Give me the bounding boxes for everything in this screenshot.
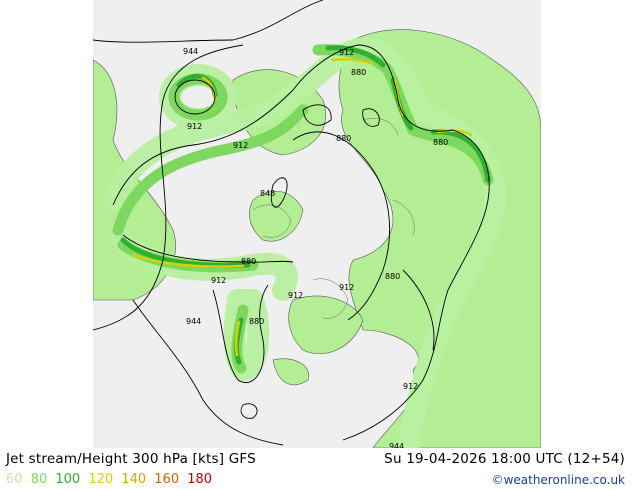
contour-label: 912	[339, 48, 354, 57]
contour-label: 880	[385, 272, 400, 281]
valid-datetime: Su 19-04-2026 18:00 UTC (12+54)	[384, 451, 625, 467]
contour-label: 912	[403, 382, 418, 391]
contour-label: 912	[187, 122, 202, 131]
legend-item-140: 140	[121, 472, 147, 487]
contour-label: 880	[433, 138, 448, 147]
legend-item-80: 80	[30, 472, 48, 487]
contour-label: 944	[186, 317, 201, 326]
contour-label: 944	[389, 442, 404, 448]
contour-label: 944	[183, 47, 198, 56]
legend-item-160: 160	[154, 472, 180, 487]
contour-label: 912	[233, 141, 248, 150]
legend-item-60: 60	[6, 472, 23, 487]
contour-label: 912	[211, 276, 226, 285]
contour-label: 880	[351, 68, 366, 77]
legend-item-120: 120	[88, 472, 114, 487]
jet-stream-bands	[102, 37, 506, 448]
contour-label: 912	[288, 291, 303, 300]
contour-label: 880	[249, 317, 264, 326]
credit-link[interactable]: ©weatheronline.co.uk	[491, 473, 625, 487]
speed-legend: 60 80 100 120 140 160 180	[6, 472, 216, 487]
chart-title: Jet stream/Height 300 hPa [kts] GFS	[6, 451, 256, 467]
legend-item-180: 180	[187, 472, 213, 487]
legend-item-100: 100	[55, 472, 81, 487]
contour-label: 880	[241, 257, 256, 266]
contour-label: 848	[260, 189, 275, 198]
jet-stream-map: 944 912 912 880 880 880 912 848 880 912 …	[93, 0, 541, 448]
coastlines	[252, 117, 415, 319]
contour-label: 880	[336, 134, 351, 143]
height-contours	[93, 0, 490, 446]
contour-labels: 944 912 912 880 880 880 912 848 880 912 …	[183, 47, 448, 448]
contour-label: 912	[339, 283, 354, 292]
